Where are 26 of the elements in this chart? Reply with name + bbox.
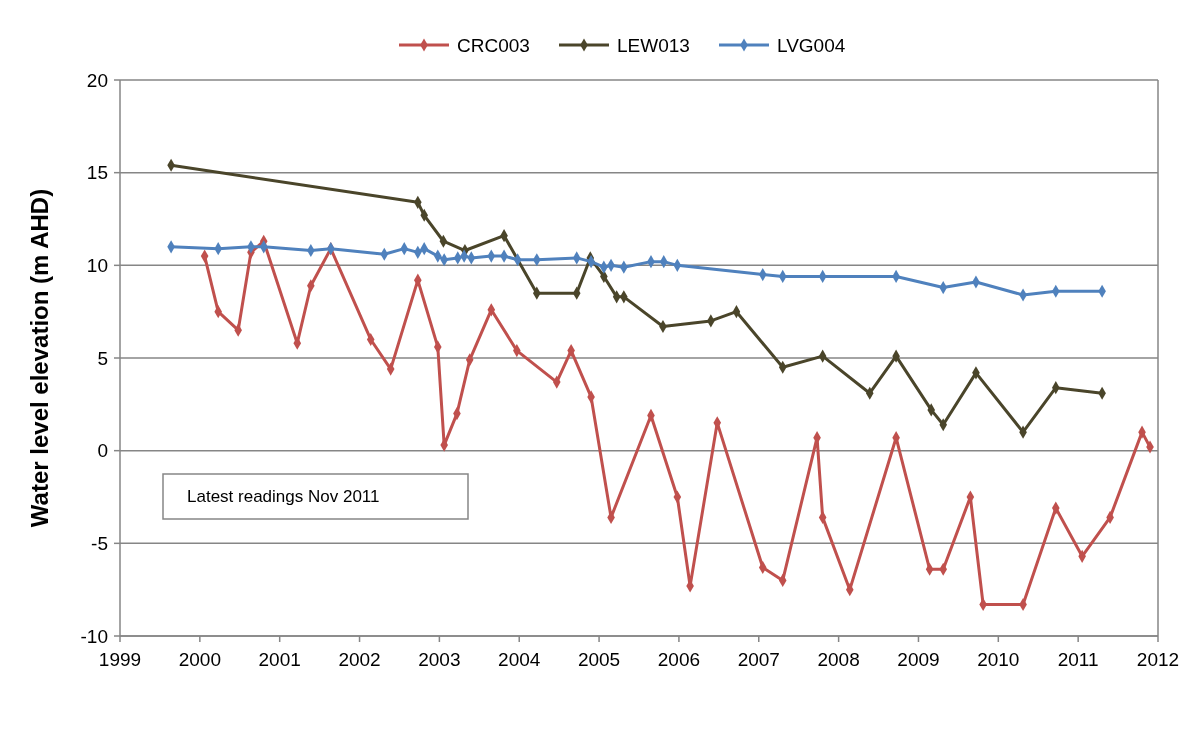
x-tick-label: 2000 xyxy=(178,649,221,670)
x-tick-label: 2002 xyxy=(338,649,381,670)
x-tick-label: 2004 xyxy=(498,649,541,670)
y-tick-label: -10 xyxy=(80,625,108,647)
legend-label: LEW013 xyxy=(617,34,690,56)
x-tick-label: 2008 xyxy=(817,649,860,670)
legend-label: LVG004 xyxy=(777,34,846,56)
y-axis-title: Water level elevation (m AHD) xyxy=(26,188,53,528)
x-tick-label: 1999 xyxy=(98,649,142,670)
x-tick-label: 2010 xyxy=(977,649,1020,670)
legend-label: CRC003 xyxy=(457,34,530,56)
x-tick-label: 2012 xyxy=(1136,649,1180,670)
x-tick-label: 2007 xyxy=(737,649,780,670)
y-tick-label: 20 xyxy=(86,69,108,91)
x-tick-label: 2005 xyxy=(577,649,621,670)
x-tick-label: 2006 xyxy=(657,649,701,670)
y-tick-label: -5 xyxy=(91,532,108,554)
x-tick-label: 2011 xyxy=(1057,649,1099,670)
x-tick-label: 2003 xyxy=(418,649,461,670)
y-tick-label: 0 xyxy=(97,440,108,462)
annotation: Latest readings Nov 2011 xyxy=(187,487,380,506)
x-tick-label: 2001 xyxy=(258,649,301,670)
x-tick-label: 2009 xyxy=(897,649,940,670)
y-tick-label: 10 xyxy=(86,254,108,276)
y-tick-label: 5 xyxy=(97,347,108,369)
y-tick-label: 15 xyxy=(86,162,108,184)
